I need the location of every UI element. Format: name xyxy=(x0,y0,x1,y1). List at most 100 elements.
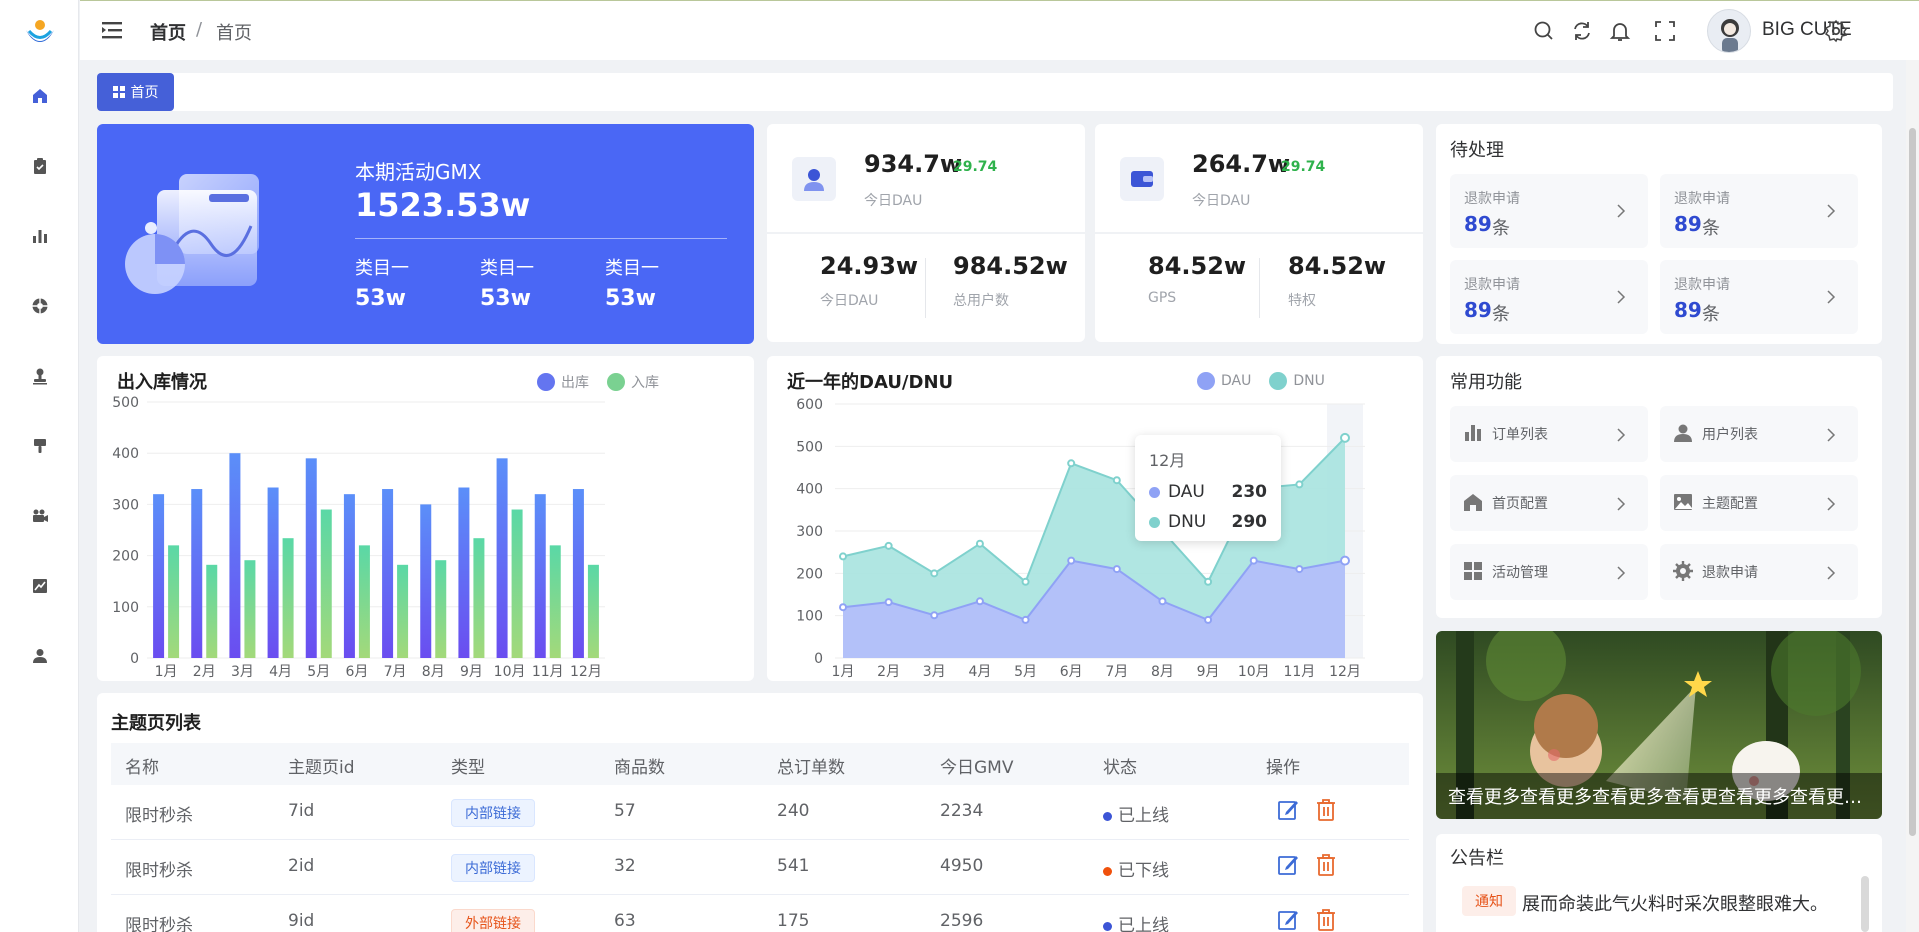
column-header: 名称 xyxy=(125,758,159,778)
chevron-right-icon xyxy=(1617,428,1626,442)
scrollbar-thumb[interactable] xyxy=(1909,128,1916,836)
avatar[interactable] xyxy=(1707,9,1751,53)
app-logo[interactable] xyxy=(22,14,58,50)
function-refund-apply[interactable]: 退款申请 xyxy=(1660,544,1858,600)
nav-bar-chart-icon[interactable] xyxy=(27,223,53,249)
notice-text[interactable]: 展而命装此气火料时采次眼整眼难大。 xyxy=(1522,894,1828,915)
trash-icon[interactable] xyxy=(1314,797,1338,823)
chevron-right-icon xyxy=(1617,290,1626,304)
pending-item-count: 89 xyxy=(1464,298,1492,322)
y-tick-label: 0 xyxy=(130,651,139,667)
tooltip-row: DAU 230 xyxy=(1149,477,1267,507)
trash-icon[interactable] xyxy=(1314,852,1338,878)
x-tick-label: 10月 xyxy=(1238,664,1270,680)
pending-item-refund[interactable]: 退款申请 89 条 xyxy=(1450,260,1648,334)
y-tick-label: 300 xyxy=(796,524,823,540)
function-label: 主题配置 xyxy=(1702,496,1758,512)
gear-icon[interactable] xyxy=(1824,19,1848,43)
chevron-right-icon xyxy=(1617,497,1626,511)
stat-card-dau-2: 264.7w 29.74 今日DAU xyxy=(1095,124,1423,232)
function-order-list[interactable]: 订单列表 xyxy=(1450,406,1648,462)
notice-board: 公告栏 通知 展而命装此气火料时采次眼整眼难大。 xyxy=(1436,834,1882,932)
point-dnu xyxy=(1340,432,1350,443)
table-title: 主题页列表 xyxy=(111,713,201,734)
legend-label[interactable]: DNU xyxy=(1293,373,1325,389)
bar-out xyxy=(382,489,394,658)
x-tick-label: 11月 xyxy=(532,664,564,680)
nav-support-icon[interactable] xyxy=(27,293,53,319)
pending-item-count: 89 xyxy=(1464,212,1492,236)
bar-in xyxy=(549,545,561,658)
nav-clipboard-icon[interactable] xyxy=(27,153,53,179)
hero-sub-label: 类目一 xyxy=(355,258,409,279)
search-icon[interactable] xyxy=(1532,19,1556,43)
bar-out xyxy=(343,494,355,658)
nav-camera-icon[interactable] xyxy=(27,503,53,529)
point-dau xyxy=(839,603,847,612)
legend-label[interactable]: 入库 xyxy=(631,375,659,391)
notice-scrollbar[interactable] xyxy=(1861,876,1869,932)
column-header: 今日GMV xyxy=(940,758,1014,778)
promo-banner[interactable]: 查看更多查看更多查看更多查看更查看更多查看更多... xyxy=(1436,631,1882,819)
bell-icon[interactable] xyxy=(1608,19,1632,43)
function-home-config[interactable]: 首页配置 xyxy=(1450,475,1648,531)
trash-icon[interactable] xyxy=(1314,907,1338,932)
tooltip-series-name: DAU xyxy=(1168,482,1205,502)
bar-in xyxy=(206,564,218,658)
fullscreen-icon[interactable] xyxy=(1653,19,1677,43)
edit-icon[interactable] xyxy=(1276,852,1300,878)
chevron-right-icon xyxy=(1827,428,1836,442)
point-dau xyxy=(1067,556,1076,565)
function-user-list[interactable]: 用户列表 xyxy=(1660,406,1858,462)
nav-paint-icon[interactable] xyxy=(27,433,53,459)
point-dnu xyxy=(884,541,893,550)
area-dau xyxy=(843,560,1345,658)
table-row: 限时秒杀 2id 内部链接 32 541 4950 已下线 xyxy=(111,840,1409,895)
banner-caption[interactable]: 查看更多查看更多查看更多查看更查看更多查看更多... xyxy=(1436,773,1882,819)
grid-icon xyxy=(112,86,125,98)
x-tick-label: 2月 xyxy=(877,664,900,680)
menu-toggle-icon[interactable] xyxy=(102,20,124,40)
function-activity-manage[interactable]: 活动管理 xyxy=(1450,544,1648,600)
tag-home[interactable]: 首页 xyxy=(97,73,174,111)
function-theme-config[interactable]: 主题配置 xyxy=(1660,475,1858,531)
legend-label[interactable]: DAU xyxy=(1221,373,1252,389)
bar-in xyxy=(435,560,447,658)
hero-sub-value: 53w xyxy=(605,286,656,311)
point-dau xyxy=(1112,565,1121,574)
breadcrumb-root[interactable]: 首页 xyxy=(150,23,186,44)
bar-in xyxy=(473,538,485,658)
pending-item-label: 退款申请 xyxy=(1674,191,1730,207)
chart-tooltip: 12月 DAU 230 DNU 290 xyxy=(1135,435,1281,541)
nav-user-icon[interactable] xyxy=(27,643,53,669)
bar-in xyxy=(168,545,180,658)
y-tick-label: 100 xyxy=(112,600,139,616)
x-tick-label: 10月 xyxy=(494,664,526,680)
x-tick-label: 4月 xyxy=(269,664,292,680)
chevron-right-icon xyxy=(1617,204,1626,218)
tooltip-dnu-swatch xyxy=(1149,516,1160,528)
nav-stamp-icon[interactable] xyxy=(27,363,53,389)
legend-dau-swatch xyxy=(1197,372,1215,390)
pending-item-refund[interactable]: 退款申请 89 条 xyxy=(1660,174,1858,248)
edit-icon[interactable] xyxy=(1276,797,1300,823)
page-scrollbar[interactable] xyxy=(1906,60,1919,932)
refresh-icon[interactable] xyxy=(1570,19,1594,43)
function-label: 订单列表 xyxy=(1492,427,1548,443)
nav-trend-icon[interactable] xyxy=(27,573,53,599)
pending-item-label: 退款申请 xyxy=(1464,191,1520,207)
x-tick-label: 9月 xyxy=(460,664,483,680)
stat-card-dau-breakdown: 24.93w 今日DAU 984.52w 总用户数 xyxy=(767,234,1085,342)
point-dau xyxy=(1204,615,1213,624)
tooltip-series-value: 290 xyxy=(1231,512,1268,532)
y-tick-label: 400 xyxy=(112,446,139,462)
legend-label[interactable]: 出库 xyxy=(561,375,589,391)
pending-item-refund[interactable]: 退款申请 89 条 xyxy=(1450,174,1648,248)
pending-title: 待处理 xyxy=(1450,140,1504,161)
pending-item-refund[interactable]: 退款申请 89 条 xyxy=(1660,260,1858,334)
cell-name: 限时秒杀 xyxy=(125,861,193,881)
x-tick-label: 12月 xyxy=(570,664,602,680)
nav-home-icon[interactable] xyxy=(27,83,53,109)
chevron-right-icon xyxy=(1827,497,1836,511)
edit-icon[interactable] xyxy=(1276,907,1300,932)
